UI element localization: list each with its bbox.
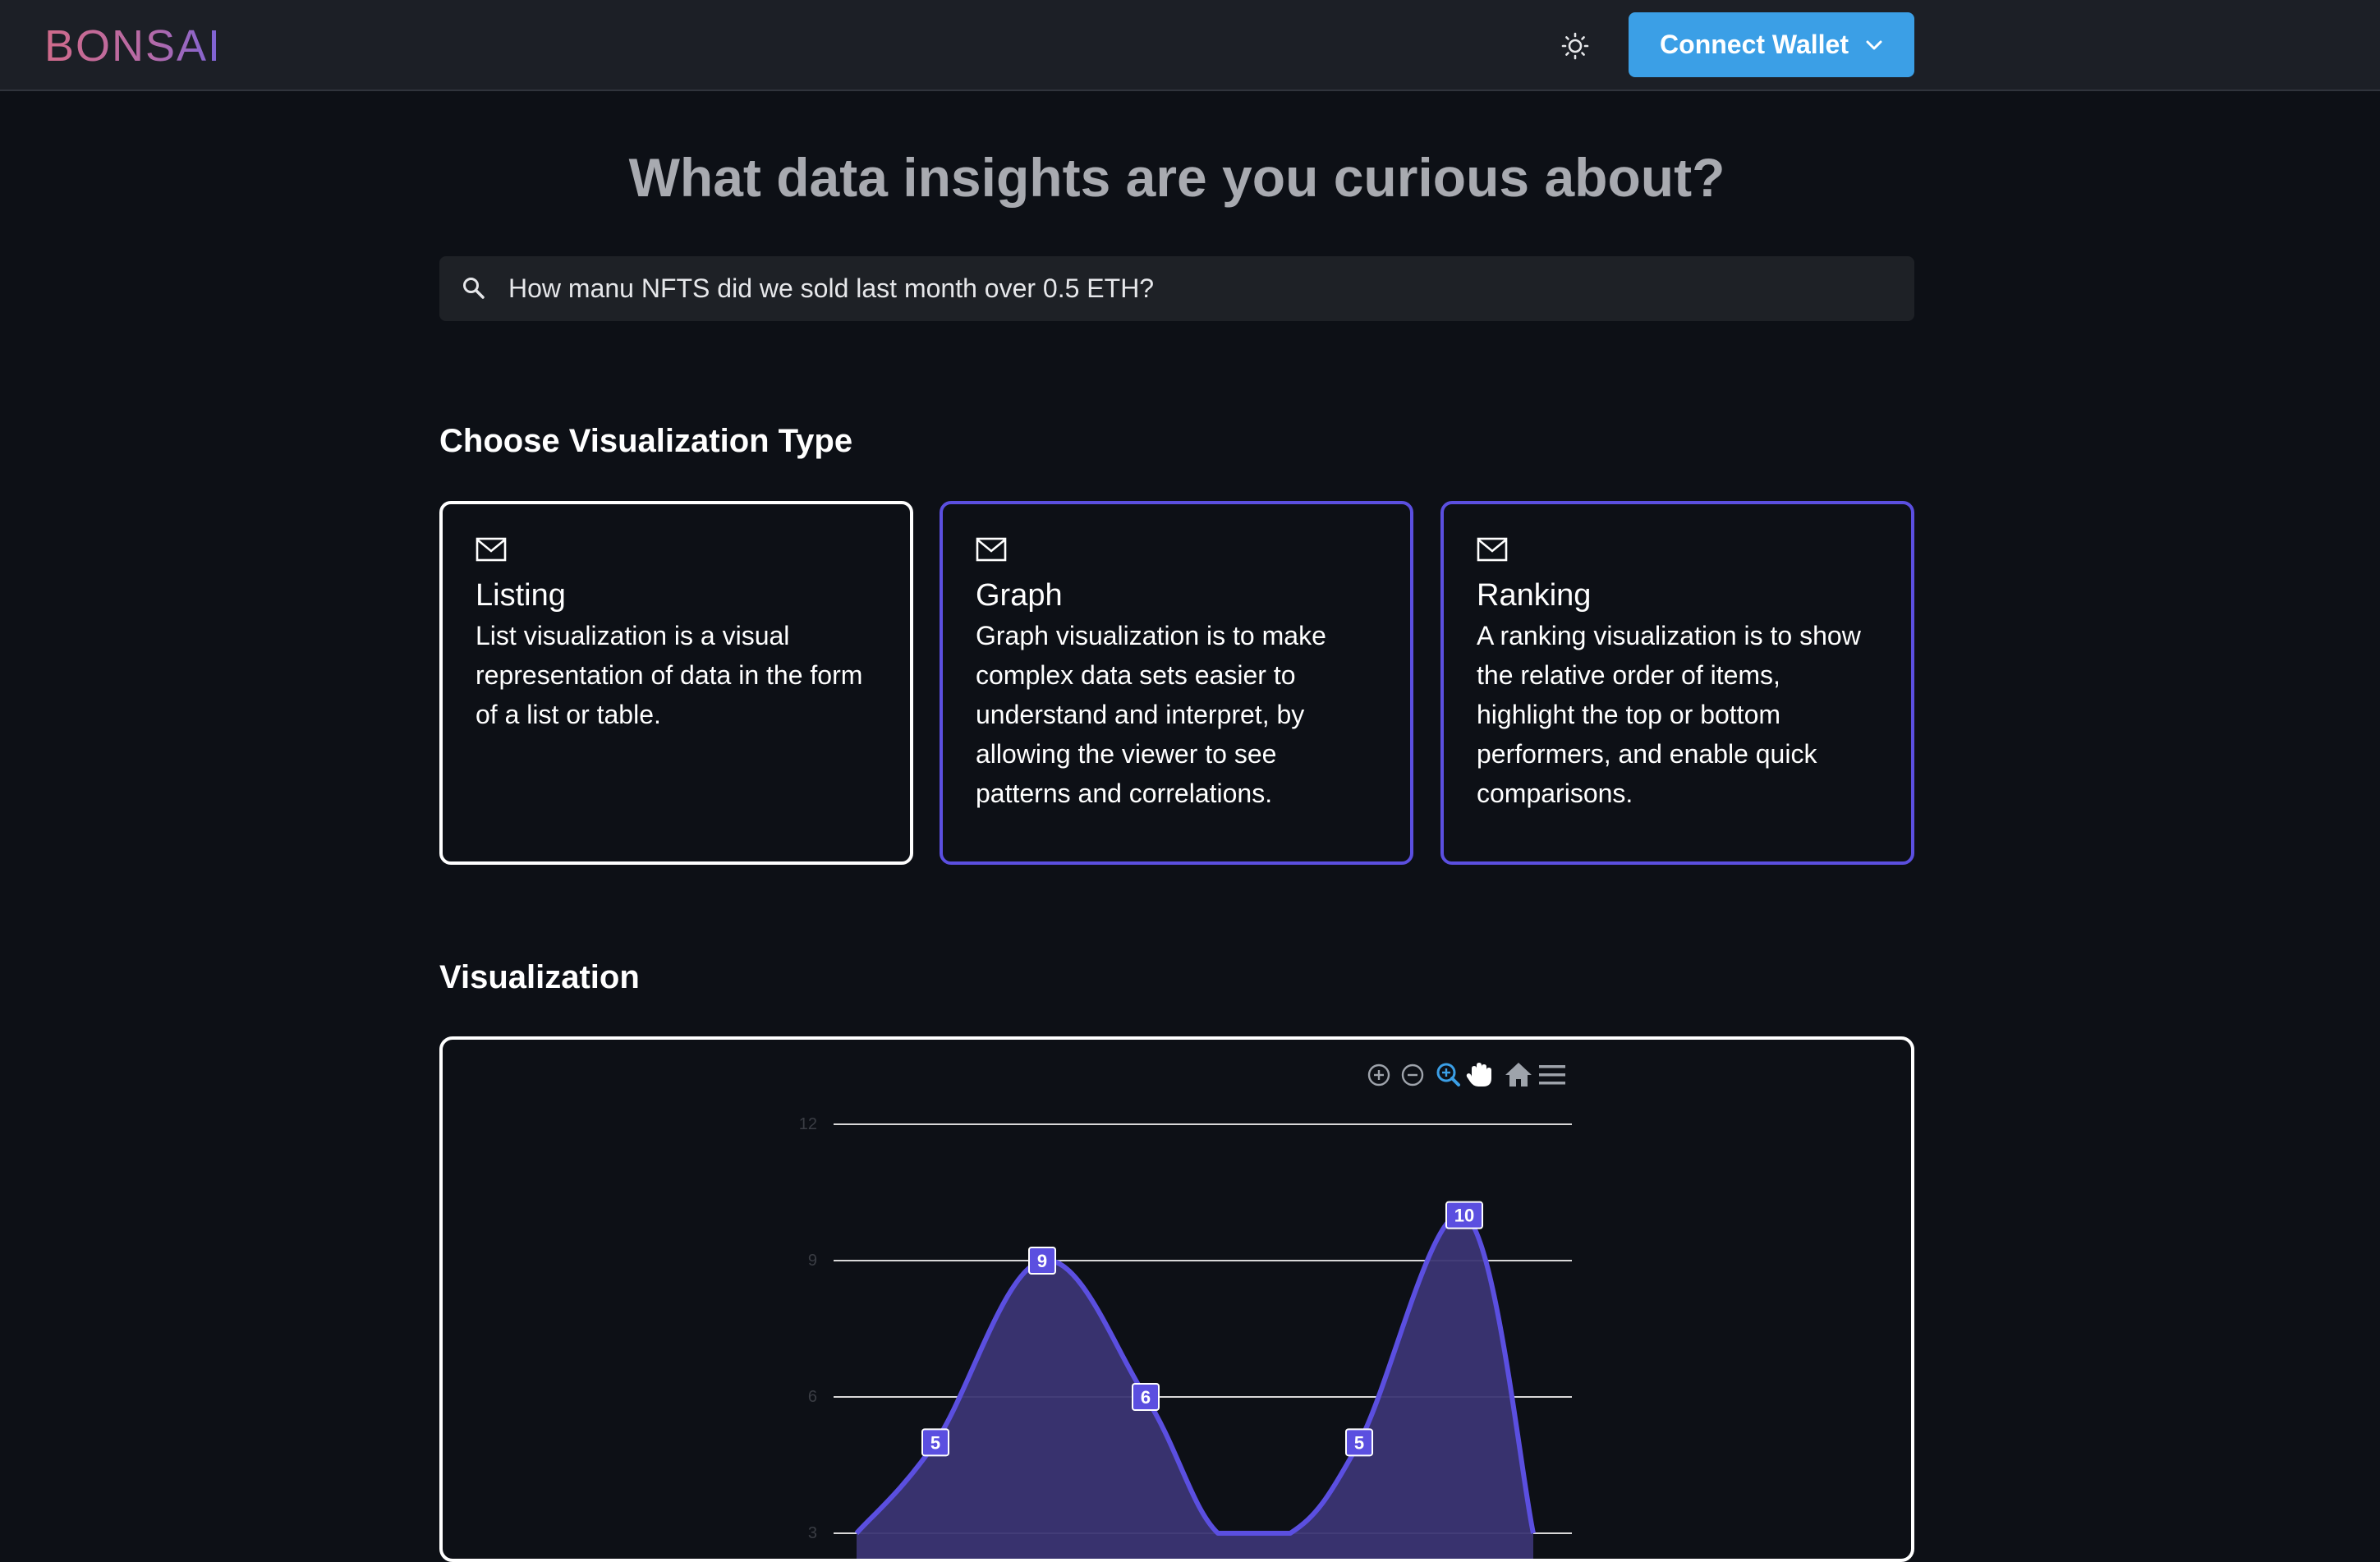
y-tick-label: 12: [799, 1115, 817, 1133]
data-label: 5: [1345, 1428, 1373, 1457]
mail-icon: [476, 537, 507, 562]
mail-icon: [1477, 537, 1508, 562]
page-headline: What data insights are you curious about…: [628, 147, 1725, 208]
area-chart: 3 6 9 12 5 9 6 5 10: [799, 1063, 1572, 1559]
card-ranking[interactable]: Ranking A ranking visualization is to sh…: [1440, 501, 1914, 865]
card-listing[interactable]: Listing List visualization is a visual r…: [439, 501, 913, 865]
chart-toolbar: [1367, 1063, 1565, 1087]
logo-text: BONSAI: [44, 21, 222, 71]
bonsai-logo[interactable]: BONSAI: [43, 15, 240, 74]
card-description: List visualization is a visual represent…: [476, 621, 863, 729]
pan-hand-icon[interactable]: [1466, 1063, 1491, 1087]
y-tick-label: 3: [808, 1524, 817, 1542]
search-input[interactable]: [507, 256, 1895, 321]
data-label: 6: [1132, 1383, 1160, 1411]
svg-text:5: 5: [1354, 1432, 1364, 1453]
top-bar: BONSAI Connect Wallet: [0, 0, 2380, 91]
card-title: Graph: [976, 578, 1063, 613]
card-description: A ranking visualization is to show the r…: [1477, 621, 1861, 808]
card-title: Ranking: [1477, 578, 1592, 613]
search-bar[interactable]: [439, 256, 1914, 321]
zoom-select-icon[interactable]: [1436, 1063, 1460, 1087]
home-icon[interactable]: [1505, 1063, 1532, 1087]
section-title-visualization-type: Choose Visualization Type: [439, 423, 853, 459]
svg-text:5: 5: [930, 1432, 940, 1453]
visualization-panel: 3 6 9 12 5 9 6 5 10: [439, 1036, 1914, 1562]
theme-toggle-button[interactable]: [1557, 28, 1593, 64]
connect-wallet-button[interactable]: Connect Wallet: [1629, 12, 1914, 77]
area-layer: [854, 1211, 1536, 1559]
y-tick-label: 6: [808, 1388, 817, 1406]
menu-icon[interactable]: [1539, 1065, 1565, 1085]
zoom-in-icon[interactable]: [1367, 1064, 1390, 1087]
data-label: 5: [921, 1428, 949, 1457]
card-graph[interactable]: Graph Graph visualization is to make com…: [940, 501, 1413, 865]
zoom-out-icon[interactable]: [1401, 1064, 1424, 1087]
section-title-visualization: Visualization: [439, 959, 640, 995]
mail-icon: [976, 537, 1007, 562]
area-fill: [857, 1214, 1533, 1559]
data-label: 9: [1028, 1247, 1056, 1275]
card-description: Graph visualization is to make complex d…: [976, 621, 1326, 808]
connect-wallet-label: Connect Wallet: [1660, 30, 1849, 59]
chevron-down-icon: [1866, 40, 1882, 49]
svg-text:9: 9: [1037, 1251, 1047, 1271]
search-icon: [463, 278, 485, 299]
svg-text:10: 10: [1454, 1206, 1474, 1226]
sun-icon: [1561, 32, 1589, 60]
svg-text:6: 6: [1141, 1387, 1151, 1408]
y-tick-label: 9: [808, 1252, 817, 1270]
label-layer: 5 9 6 5 10: [921, 1201, 1483, 1457]
data-label: 10: [1445, 1201, 1483, 1229]
card-title: Listing: [476, 578, 566, 613]
